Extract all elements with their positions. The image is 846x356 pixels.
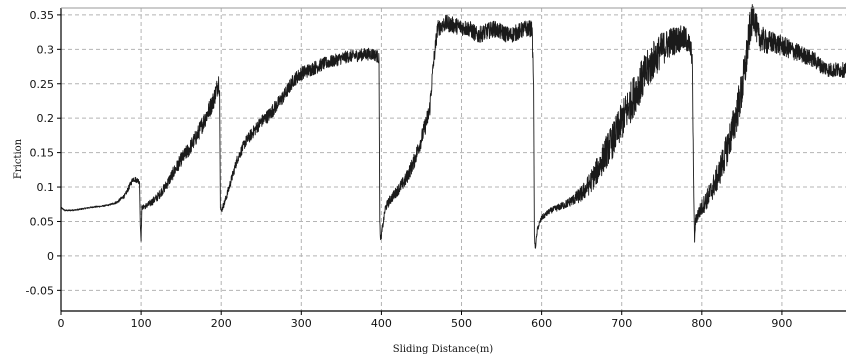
x-tick-label: 800: [691, 317, 712, 330]
x-tick-label: 200: [211, 317, 232, 330]
y-axis-title: Friction: [13, 138, 24, 179]
friction-series-line: [60, 4, 846, 249]
x-tick-label: 600: [531, 317, 552, 330]
y-tick-label: 0.2: [37, 112, 55, 125]
axes: [60, 7, 846, 312]
y-tick-label: 0.05: [30, 215, 55, 228]
series-layer: [60, 4, 846, 249]
x-axis-title: Sliding Distance(m): [393, 344, 494, 355]
y-tick-label: 0.1: [37, 181, 55, 194]
x-axis-ticks: 0 100 200 300 400 500 600 700 800 900: [58, 311, 792, 330]
x-tick-label: 300: [291, 317, 312, 330]
x-tick-label: 0: [58, 317, 65, 330]
y-tick-label: 0.35: [30, 9, 55, 22]
y-tick-label: -0.05: [26, 284, 54, 297]
x-tick-label: 400: [371, 317, 392, 330]
y-axis-ticks: -0.05 0 0.05 0.1 0.15 0.2 0.25 0.3 0.35: [26, 9, 61, 297]
y-tick-label: 0.3: [37, 43, 55, 56]
x-tick-label: 500: [451, 317, 472, 330]
y-tick-label: 0: [47, 250, 54, 263]
y-tick-label: 0.15: [30, 147, 55, 160]
x-tick-label: 900: [771, 317, 792, 330]
y-tick-label: 0.25: [30, 78, 55, 91]
x-tick-label: 100: [131, 317, 152, 330]
x-tick-label: 700: [611, 317, 632, 330]
